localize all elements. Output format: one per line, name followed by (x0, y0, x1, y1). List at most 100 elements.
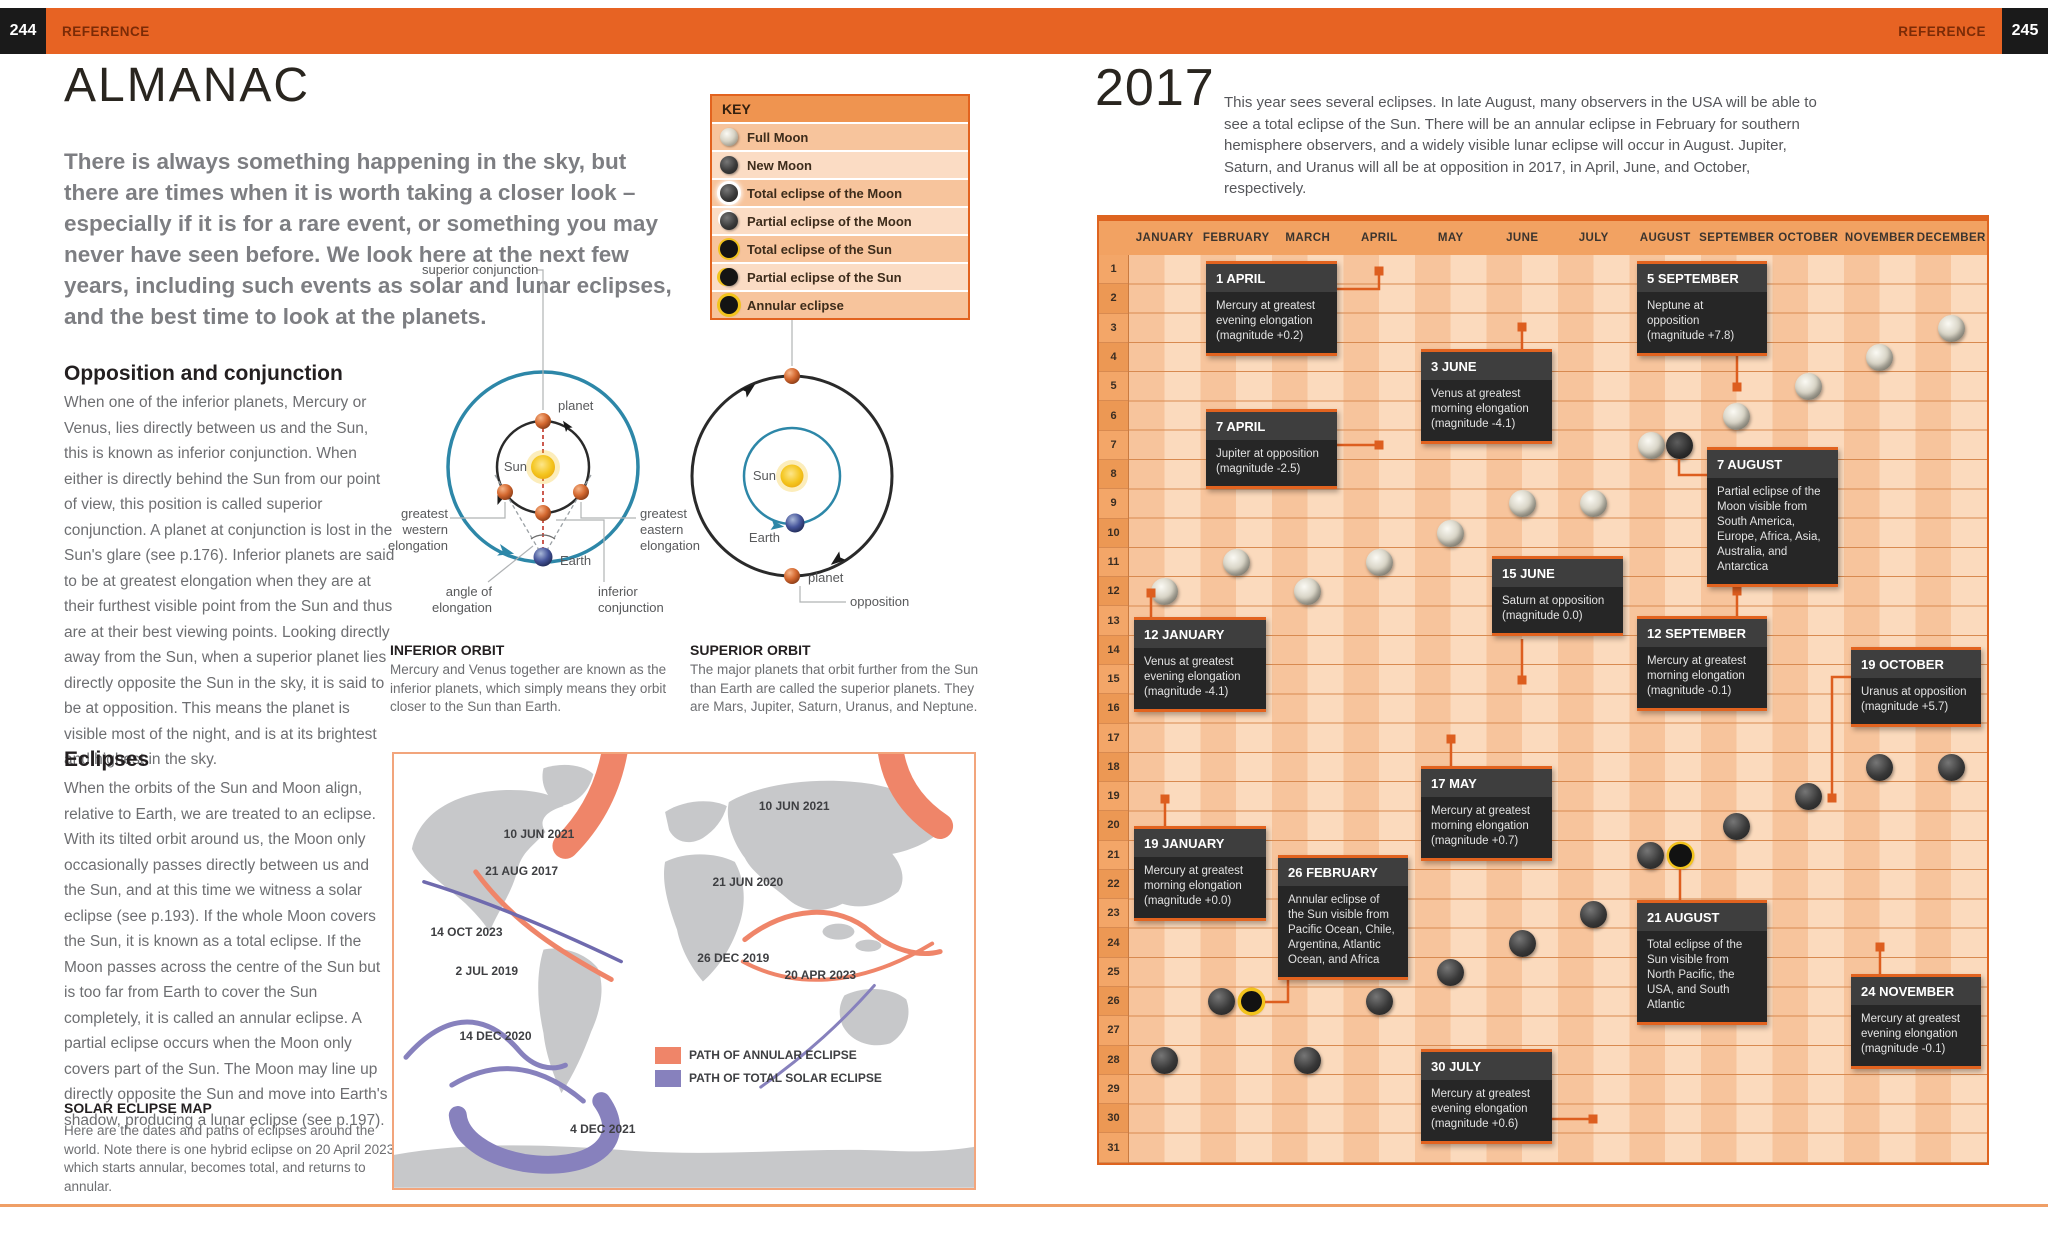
year-intro-paragraph: This year sees several eclipses. In late… (1224, 94, 1817, 197)
opposition-heading: Opposition and conjunction (64, 362, 343, 385)
month-header: OCTOBER (1778, 232, 1839, 244)
event-date: 17 MAY (1421, 769, 1552, 797)
event-description: Jupiter at opposition (magnitude -2.5) (1216, 448, 1319, 475)
day-number: 1 (1099, 255, 1128, 285)
event-description: Mercury at greatest morning elongation (… (1431, 805, 1531, 847)
key-legend: KEY Full Moon New Moon Total eclipse of th… (710, 94, 970, 320)
event-callout: 5 SEPTEMBER Neptune at opposition (magnit… (1637, 261, 1767, 356)
full-moon-icon (720, 128, 738, 146)
month-header: AUGUST (1639, 232, 1691, 244)
new-moon-icon (1723, 812, 1751, 840)
total-solar-eclipse-icon (720, 240, 738, 258)
map-heading: SOLAR ECLIPSE MAP (64, 1100, 212, 1116)
day-number: 28 (1099, 1045, 1128, 1075)
event-description: Total eclipse of the Sun visible from No… (1647, 939, 1743, 1011)
day-number: 31 (1099, 1133, 1128, 1163)
day-number: 22 (1099, 869, 1128, 900)
full-moon-icon (1365, 549, 1393, 577)
map-date-label: 14 OCT 2023 (430, 924, 503, 939)
map-date-label: 10 JUN 2021 (758, 799, 830, 814)
event-date: 21 AUGUST (1637, 903, 1767, 931)
new-moon-icon (1794, 783, 1822, 811)
full-moon-icon (1151, 578, 1179, 606)
superior-orbit-caption: The major planets that orbit further fro… (690, 662, 979, 714)
partial-solar-eclipse-icon (720, 268, 738, 286)
new-moon-icon (1636, 841, 1664, 869)
map-date-label: 21 JUN 2020 (712, 875, 784, 890)
event-callout: 19 JANUARY Mercury at greatest morning el… (1134, 826, 1266, 921)
month-header: DECEMBER (1916, 232, 1986, 244)
inferior-orbit-heading: INFERIOR ORBIT (390, 642, 505, 658)
full-moon-icon (1222, 549, 1250, 577)
eclipses-heading: Eclipses (64, 748, 150, 771)
page-title: ALMANAC (64, 59, 311, 112)
day-number: 18 (1099, 752, 1128, 783)
day-number: 2 (1099, 284, 1128, 314)
map-legend-item: PATH OF TOTAL SOLAR ECLIPSE (655, 1069, 882, 1087)
key-item-label: Full Moon (747, 129, 809, 145)
new-moon-icon (1437, 959, 1465, 987)
full-moon-icon (1794, 373, 1822, 401)
new-moon-icon (1207, 988, 1235, 1016)
day-number: 9 (1099, 489, 1128, 519)
year-heading: 2017 (1095, 59, 1215, 117)
full-moon-icon (1637, 431, 1665, 459)
page-number-right: 245 (2002, 8, 2048, 54)
opposition-body: When one of the inferior planets, Mercur… (64, 394, 395, 768)
day-number: 20 (1099, 811, 1128, 841)
new-moon-icon (1937, 754, 1965, 782)
key-item-label: Total eclipse of the Sun (747, 241, 892, 257)
world-map-graphic (394, 735, 974, 1188)
label-planet-superior: planet (808, 570, 844, 585)
day-number: 11 (1099, 547, 1128, 578)
month-header: SEPTEMBER (1699, 232, 1775, 244)
event-callout: 1 APRIL Mercury at greatest evening elong… (1206, 261, 1337, 356)
key-item: Partial eclipse of the Sun (712, 264, 968, 292)
event-callout: 30 JULY Mercury at greatest evening elong… (1421, 1049, 1552, 1144)
map-legend: PATH OF ANNULAR ECLIPSE PATH OF TOTAL SOL… (655, 1046, 882, 1087)
event-date: 19 JANUARY (1134, 829, 1266, 857)
event-description: Saturn at opposition (magnitude 0.0) (1502, 595, 1605, 622)
event-description: Mercury at greatest evening elongation (… (1216, 300, 1316, 342)
orbit-diagram-graphic (446, 269, 894, 603)
section-label-left: REFERENCE (62, 23, 150, 39)
day-number: 7 (1099, 430, 1128, 460)
new-moon-icon (1151, 1046, 1179, 1074)
label-superior-conjunction: superior conjunction (422, 262, 539, 277)
events-calendar: JANUARY FEBRUARY MARCH APRIL MAY JUNE JULY AUGU… (1097, 215, 1989, 1165)
event-date: 12 SEPTEMBER (1637, 619, 1767, 647)
event-date: 15 JUNE (1492, 559, 1623, 587)
label-earth-superior: Earth (748, 530, 780, 545)
event-date: 26 FEBRUARY (1278, 858, 1408, 886)
map-date-label: 2 JUL 2019 (455, 964, 519, 978)
month-header: JUNE (1506, 232, 1539, 244)
label-angle-of-elongation: angle of elongation (432, 584, 492, 615)
day-number: 16 (1099, 694, 1128, 724)
partial-lunar-eclipse-icon (720, 212, 738, 230)
day-number: 29 (1099, 1074, 1128, 1105)
day-number: 14 (1099, 635, 1128, 665)
label-sun-superior: Sun (752, 468, 776, 483)
day-number: 15 (1099, 664, 1128, 695)
event-date: 7 AUGUST (1707, 450, 1838, 478)
event-date: 7 APRIL (1206, 412, 1337, 440)
event-callout: 19 OCTOBER Uranus at opposition (magnitud… (1851, 647, 1981, 727)
key-item-label: Partial eclipse of the Sun (747, 269, 902, 285)
new-moon-icon (1294, 1046, 1322, 1074)
new-moon-icon (1580, 900, 1608, 928)
event-description: Mercury at greatest morning elongation (… (1144, 865, 1244, 907)
label-greatest-eastern: greatest eastern elongation (640, 506, 700, 553)
key-item-label: New Moon (747, 157, 812, 173)
day-number: 27 (1099, 1016, 1128, 1046)
legend-swatch (655, 1069, 681, 1087)
key-item: Annular eclipse (712, 292, 968, 318)
map-date-label: 21 AUG 2017 (485, 864, 559, 879)
day-number: 12 (1099, 577, 1128, 607)
key-item: Total eclipse of the Moon (712, 180, 968, 208)
superior-orbit-heading: SUPERIOR ORBIT (690, 642, 811, 658)
key-item: New Moon (712, 152, 968, 180)
key-title: KEY (712, 96, 968, 124)
day-number: 10 (1099, 518, 1128, 548)
total-solar-eclipse-icon (1668, 843, 1692, 867)
event-description: Mercury at greatest evening elongation (… (1861, 1013, 1961, 1055)
